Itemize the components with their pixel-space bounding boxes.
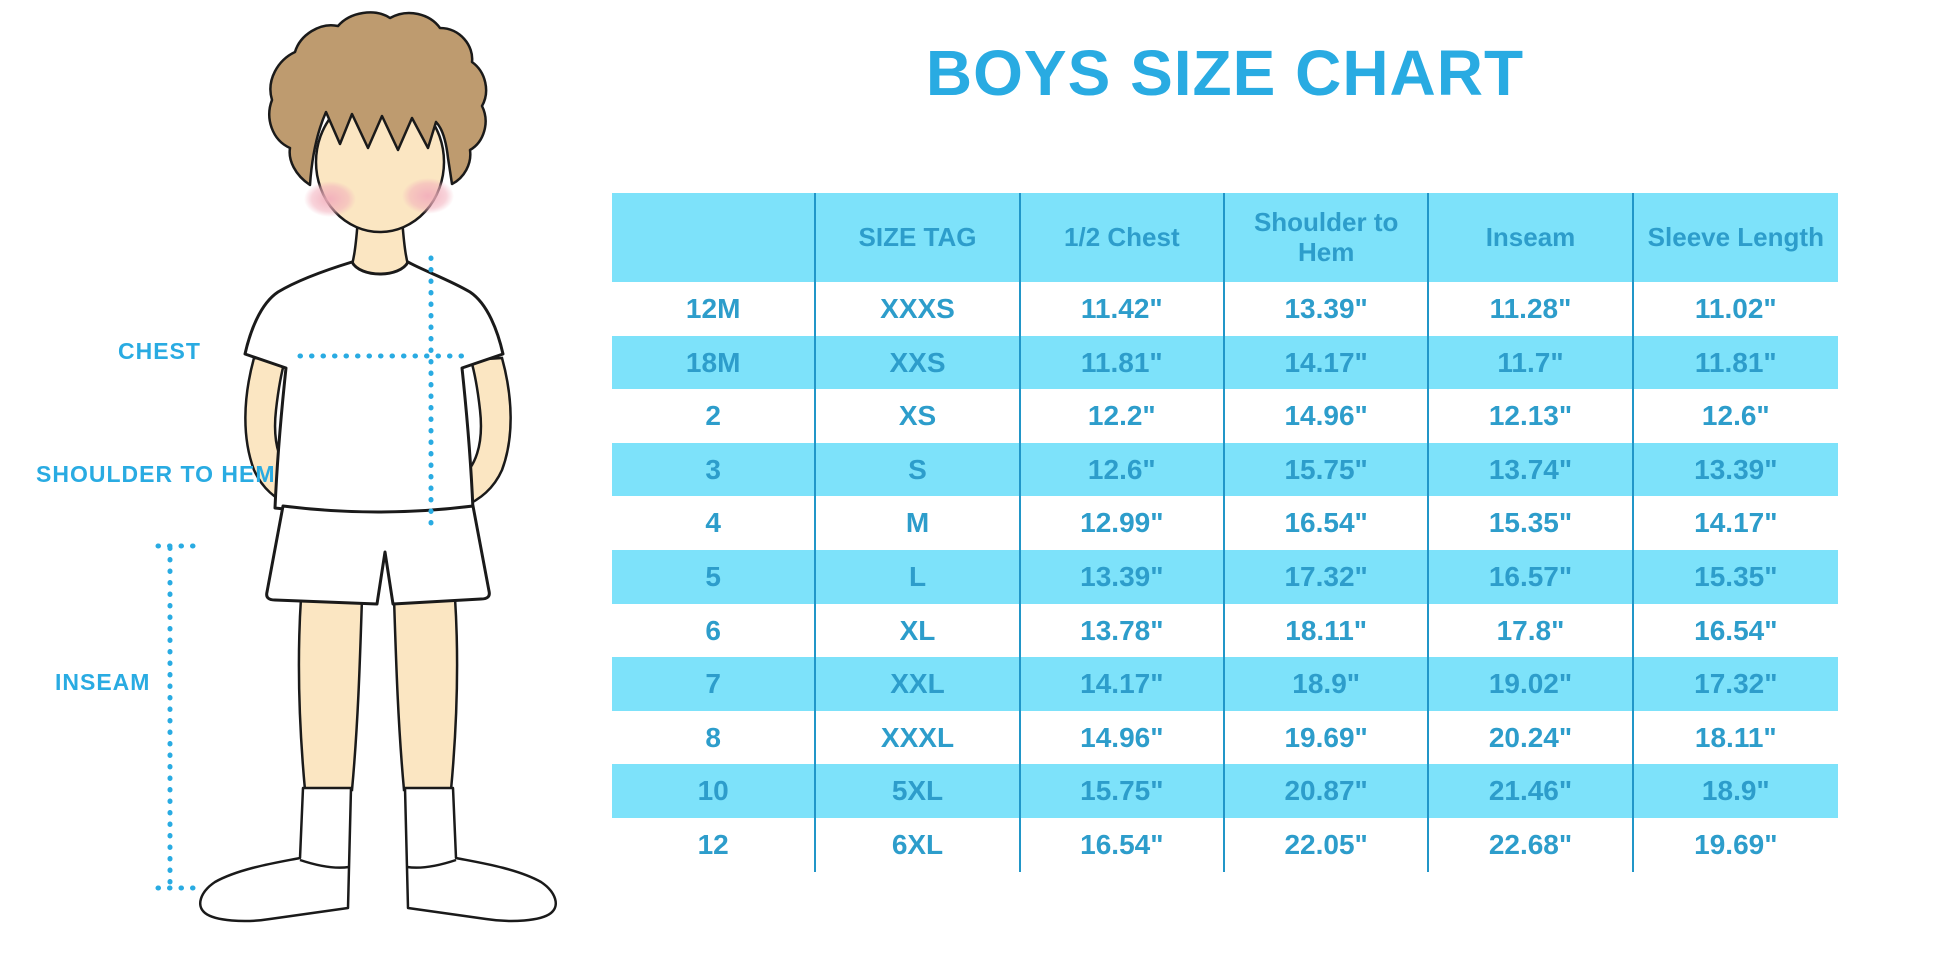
left-shoe-top-line [299, 858, 350, 869]
shoulder-to-hem-label: SHOULDER TO HEM [36, 461, 276, 487]
table-cell: 11.81" [1020, 335, 1225, 390]
table-header-cell: SIZE TAG [816, 193, 1021, 282]
table-cell: 6 [612, 603, 817, 658]
table-cell: 19.69" [1694, 829, 1778, 861]
boy-measurement-figure: CHEST SHOULDER TO HEM INSEAM [0, 0, 612, 973]
table-cell: 19.02" [1429, 657, 1634, 711]
right-leg-shape [392, 596, 459, 792]
table-cell: 15.35" [1429, 496, 1634, 550]
table-cell: 13.39" [1633, 442, 1838, 497]
table-cell: 14.17" [1020, 657, 1225, 711]
table-cell: 11.02" [1694, 293, 1777, 325]
table-cell: 14.17" [1224, 335, 1430, 390]
table-cell: 18M [612, 335, 817, 390]
table-header-cell: Shoulder to Hem [1224, 193, 1430, 282]
table-cell: 17.8" [1429, 603, 1634, 658]
table-cell: 15.75" [1020, 764, 1225, 818]
table-cell: 16.54" [1225, 496, 1430, 550]
table-cell: XS [816, 389, 1021, 443]
inseam-label: INSEAM [55, 669, 151, 695]
tshirt-shape [243, 260, 505, 517]
table-cell: 13.39" [1020, 549, 1225, 604]
shorts-shape [265, 504, 491, 606]
table-cell: 15.35" [1633, 549, 1838, 604]
chest-label: CHEST [118, 338, 201, 364]
table-cell: 17.32" [1224, 549, 1430, 604]
table-cell: 16.54" [1021, 817, 1225, 872]
table-cell: S [816, 442, 1021, 497]
table-cell: 16.57" [1429, 549, 1634, 604]
table-cell: 14.17" [1694, 507, 1778, 539]
table-cell: 14.96" [1021, 710, 1225, 765]
table-header-cell: Inseam [1429, 193, 1634, 282]
table-cell: 17.32" [1633, 657, 1838, 711]
table-cell: 12.6" [1020, 442, 1225, 497]
table-cell: 10 [612, 764, 817, 818]
table-cell: M [816, 496, 1021, 550]
table-cell: 18.11" [1694, 721, 1777, 753]
table-cell: 18.11" [1225, 603, 1430, 658]
left-sock-shoe [199, 786, 353, 923]
table-cell: 7 [612, 657, 817, 711]
blush-right [402, 178, 454, 214]
table-cell: 13.74" [1429, 442, 1634, 497]
table-cell: XXXL [816, 710, 1021, 765]
table-cell: 12M [612, 282, 817, 336]
table-cell: 22.05" [1225, 817, 1430, 872]
page-title: BOYS SIZE CHART [925, 37, 1525, 109]
table-header-cell: 1/2 Chest [1020, 193, 1225, 282]
table-cell: 18.9" [1224, 657, 1430, 711]
right-sock-shoe [403, 786, 557, 923]
table-cell: 21.46" [1429, 764, 1634, 818]
table-cell: 13.39" [1225, 282, 1430, 336]
blush-left [304, 181, 356, 217]
boy-illustration [155, 11, 557, 923]
table-cell: 12.6" [1701, 400, 1770, 432]
table-cell: 12.13" [1429, 389, 1634, 443]
table-cell: 5 [612, 549, 817, 604]
table-cell: XL [816, 603, 1021, 658]
table-cell: 2 [612, 389, 817, 443]
table-cell: 12.2" [1021, 389, 1225, 443]
hair-shape [268, 11, 488, 187]
table-cell: 16.54" [1694, 614, 1778, 646]
table-cell: 5XL [816, 764, 1021, 818]
table-cell: 4 [612, 496, 817, 550]
table-cell: 19.69" [1225, 710, 1430, 765]
table-cell: 11.81" [1633, 335, 1838, 390]
table-cell: 20.24" [1429, 710, 1634, 765]
table-cell: XXL [816, 657, 1021, 711]
table-cell: 22.68" [1429, 817, 1634, 872]
table-cell: XXXS [816, 282, 1021, 336]
table-cell: 6XL [816, 817, 1021, 872]
table-cell: 12.99" [1021, 496, 1225, 550]
left-leg-shape [297, 596, 364, 792]
size-chart-table: SIZE TAG 1/2 Chest Shoulder to Hem Inseam Sl… [612, 193, 1838, 872]
right-shoe-top-line [406, 858, 457, 869]
table-cell: 8 [612, 710, 817, 765]
table-cell: XXS [816, 335, 1021, 390]
table-cell: 12 [612, 817, 817, 872]
table-cell: 13.78" [1021, 603, 1225, 658]
table-cell: 15.75" [1224, 442, 1430, 497]
table-cell: 11.42" [1021, 282, 1225, 336]
table-cell: L [816, 549, 1021, 604]
table-header-cell [612, 193, 817, 282]
table-cell: 14.96" [1225, 389, 1430, 443]
table-cell: 18.9" [1633, 764, 1838, 818]
table-cell: 20.87" [1224, 764, 1430, 818]
table-cell: 11.28" [1429, 282, 1634, 336]
table-header-cell: Sleeve Length [1633, 193, 1838, 282]
table-cell: 11.7" [1429, 335, 1634, 390]
table-cell: 3 [612, 442, 817, 497]
